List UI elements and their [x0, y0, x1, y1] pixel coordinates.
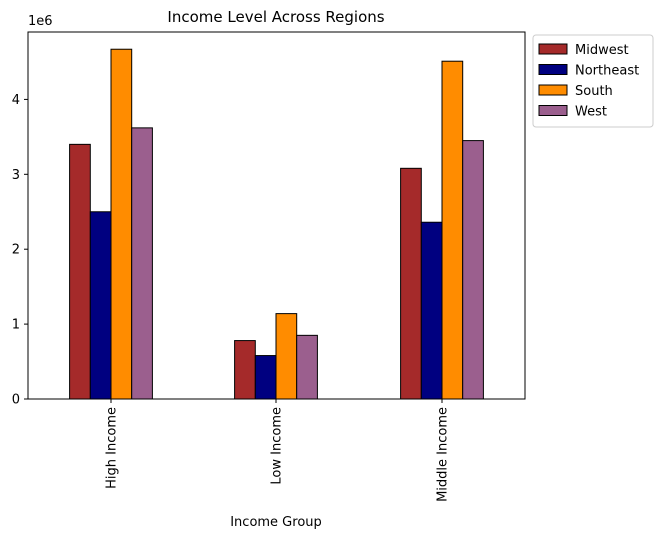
- legend-frame: [532, 34, 654, 128]
- legend-label-south: South: [575, 84, 613, 99]
- legend-label-northeast: Northeast: [575, 64, 639, 79]
- y-tick-label: 4: [12, 93, 20, 108]
- bar-midwest-low-income: [234, 340, 256, 400]
- bar-northeast-low-income: [254, 355, 277, 400]
- legend-swatch-south: [538, 84, 568, 96]
- bar-west-middle-income: [462, 140, 484, 400]
- x-axis-title: Income Group: [230, 515, 322, 530]
- y-tick-label: 2: [12, 243, 20, 258]
- y-tick-label: 0: [12, 393, 20, 408]
- legend-swatch-midwest: [538, 43, 568, 55]
- legend-swatch-northeast: [538, 64, 568, 75]
- legend-swatch-west: [538, 105, 568, 116]
- bar-midwest-middle-income: [400, 167, 422, 400]
- x-tick-label: High Income: [105, 407, 120, 489]
- bar-northeast-middle-income: [420, 221, 443, 400]
- y-axis-offset-label: 1e6: [28, 14, 53, 29]
- y-axis: 0 1 2 3 4: [12, 93, 28, 408]
- bar-northeast-high-income: [89, 211, 112, 400]
- bar-south-low-income: [275, 313, 298, 400]
- legend-label-midwest: Midwest: [575, 43, 629, 58]
- chart-title: Income Level Across Regions: [167, 8, 384, 26]
- bar-midwest-high-income: [69, 143, 91, 400]
- y-tick-label: 1: [12, 318, 20, 333]
- y-tick-label: 3: [12, 168, 20, 183]
- x-tick-label: Middle Income: [436, 407, 451, 502]
- bars-layer: [69, 48, 484, 400]
- bar-west-low-income: [296, 334, 318, 400]
- x-tick-label: Low Income: [270, 407, 285, 485]
- x-axis: High Income Low Income Middle Income: [105, 399, 451, 502]
- legend-label-west: West: [575, 105, 607, 120]
- legend: Midwest Northeast South West: [532, 34, 654, 128]
- plot-frame: [27, 31, 526, 400]
- bar-west-high-income: [131, 127, 153, 400]
- bar-south-middle-income: [441, 60, 464, 400]
- bar-south-high-income: [110, 48, 133, 400]
